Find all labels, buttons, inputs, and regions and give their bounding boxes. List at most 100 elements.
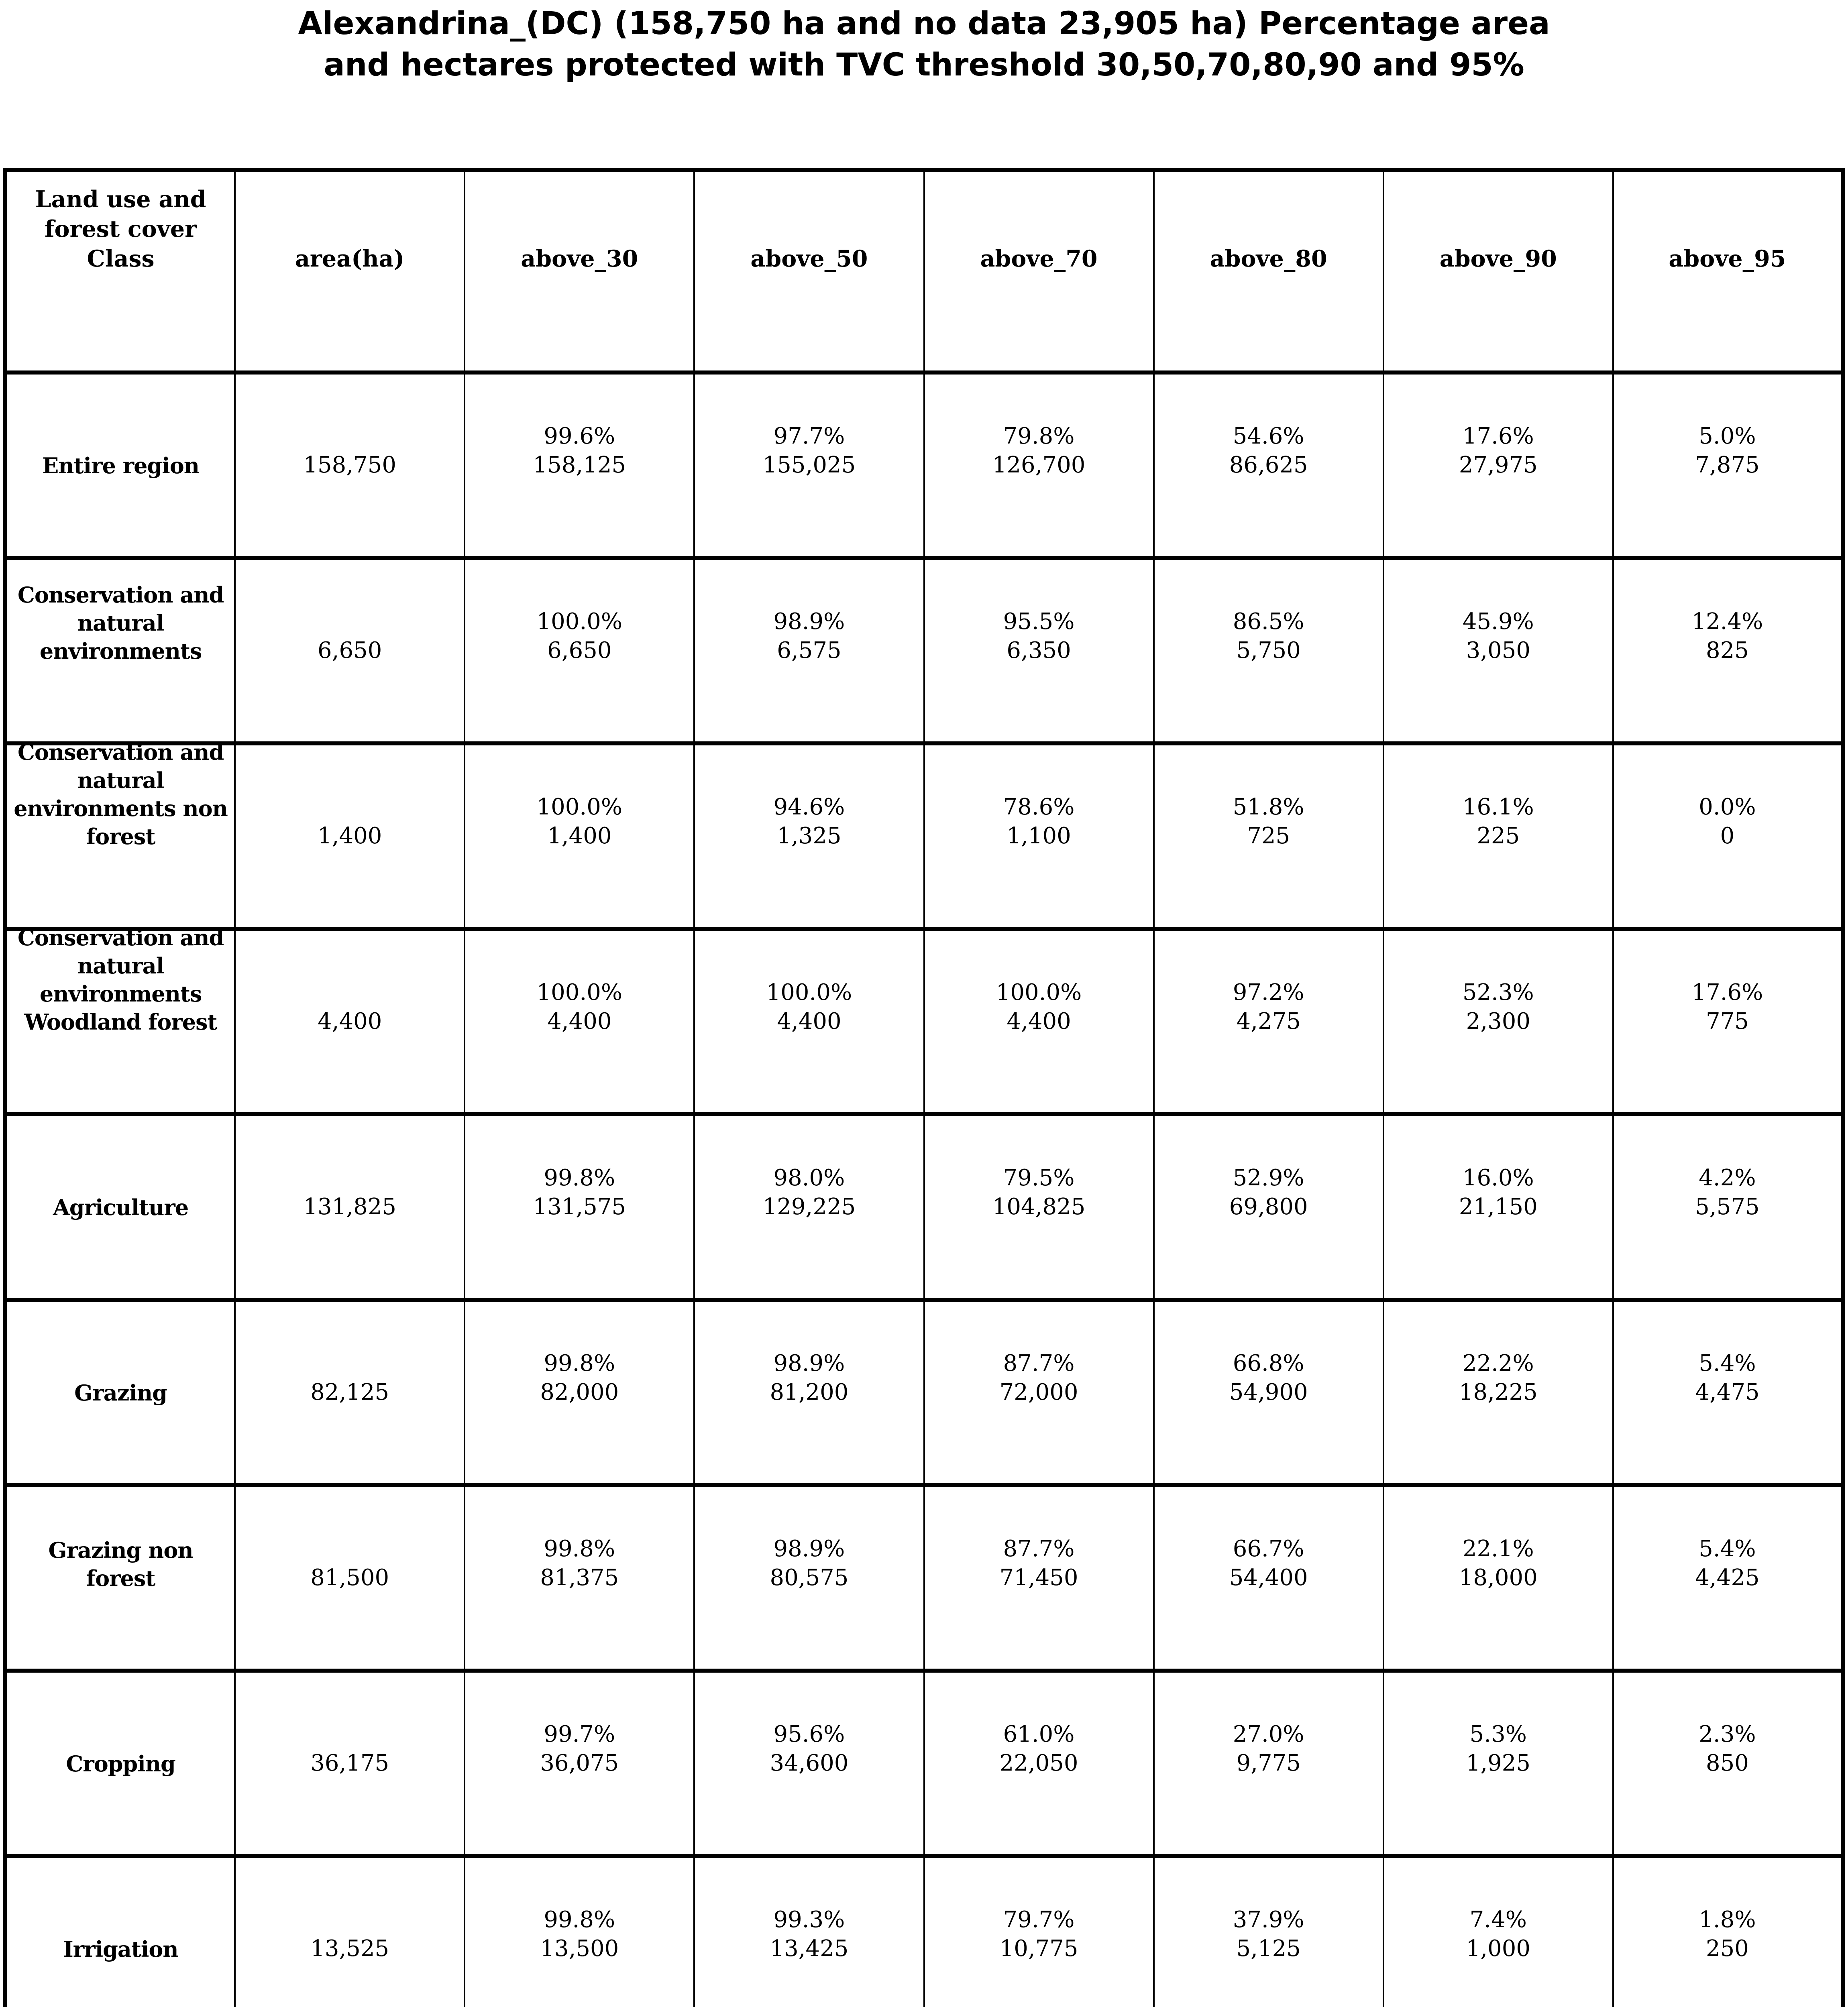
- cell-percent: 100.0%: [536, 609, 623, 635]
- threshold-cell-values: 78.6% 1,100: [925, 793, 1153, 851]
- cell-hectares: 22,050: [999, 1750, 1078, 1776]
- cell-hectares: 1,925: [1466, 1750, 1530, 1776]
- threshold-cell-values: 17.6% 775: [1614, 978, 1841, 1036]
- cell-hectares: 4,275: [1236, 1008, 1301, 1034]
- cell-hectares: 27,975: [1459, 452, 1538, 478]
- cell-percent: 99.6%: [544, 423, 615, 449]
- threshold-cell-values: 79.8% 126,700: [925, 422, 1153, 480]
- row-label-cell: Grazing non forest: [4, 1483, 236, 1673]
- cell-hectares: 5,125: [1236, 1936, 1301, 1962]
- cell-percent: 5.4%: [1699, 1536, 1756, 1562]
- threshold-cell: 52.9% 69,800: [1153, 1112, 1384, 1302]
- row-label: Irrigation: [63, 1936, 178, 1962]
- threshold-cell: 100.0% 4,400: [923, 927, 1155, 1116]
- cell-percent: 99.8%: [544, 1165, 615, 1191]
- threshold-cell-values: 22.2% 18,225: [1384, 1349, 1612, 1407]
- cell-hectares: 129,225: [762, 1194, 856, 1220]
- column-header-label: above_80: [1210, 245, 1327, 272]
- cell-hectares: 6,350: [1007, 637, 1071, 664]
- row-label-cell: Conservation and natural environments no…: [4, 739, 236, 931]
- threshold-cell: 99.7% 36,075: [464, 1669, 695, 1858]
- cell-percent: 98.9%: [773, 609, 845, 635]
- threshold-cell: 17.6% 775: [1612, 927, 1844, 1116]
- cell-percent: 99.8%: [544, 1350, 615, 1376]
- area-value: 13,525: [310, 1936, 389, 1962]
- cell-percent: 1.8%: [1699, 1907, 1756, 1933]
- threshold-cell-values: 66.8% 54,900: [1155, 1349, 1383, 1407]
- cell-percent: 79.5%: [1003, 1165, 1075, 1191]
- threshold-cell-values: 98.0% 129,225: [695, 1164, 923, 1221]
- threshold-cell-values: 22.1% 18,000: [1384, 1535, 1612, 1592]
- cell-percent: 97.7%: [773, 423, 845, 449]
- cell-hectares: 4,400: [547, 1008, 612, 1034]
- area-cell: 13,525: [234, 1854, 466, 2007]
- threshold-cell: 61.0% 22,050: [923, 1669, 1155, 1858]
- cell-hectares: 9,775: [1236, 1750, 1301, 1776]
- column-header-5: above_80: [1153, 168, 1384, 375]
- cell-hectares: 5,750: [1236, 637, 1301, 664]
- threshold-cell: 12.4% 825: [1612, 556, 1844, 745]
- threshold-cell: 54.6% 86,625: [1153, 370, 1384, 560]
- area-cell: 4,400: [234, 927, 466, 1116]
- cell-percent: 66.7%: [1233, 1536, 1304, 1562]
- threshold-cell-values: 95.5% 6,350: [925, 607, 1153, 665]
- column-header-2: above_30: [464, 168, 695, 375]
- threshold-cell-values: 5.0% 7,875: [1614, 422, 1841, 480]
- cell-hectares: 18,000: [1459, 1565, 1538, 1591]
- cell-hectares: 155,025: [762, 452, 856, 478]
- cell-hectares: 13,500: [540, 1936, 619, 1962]
- column-header-label: above_95: [1669, 245, 1786, 272]
- threshold-cell-values: 79.5% 104,825: [925, 1164, 1153, 1221]
- cell-hectares: 54,400: [1229, 1565, 1308, 1591]
- cell-hectares: 81,200: [770, 1379, 849, 1405]
- threshold-cell: 99.6% 158,125: [464, 370, 695, 560]
- threshold-cell: 5.0% 7,875: [1612, 370, 1844, 560]
- threshold-cell: 99.8% 81,375: [464, 1483, 695, 1673]
- threshold-cell: 22.2% 18,225: [1382, 1298, 1614, 1487]
- cell-percent: 79.7%: [1003, 1907, 1075, 1933]
- table-row: Grazing 82,125 99.8% 82,000 98.9% 81,200 87.7%…: [4, 1298, 1844, 1487]
- threshold-cell: 2.3% 850: [1612, 1669, 1844, 1858]
- threshold-cell-values: 87.7% 72,000: [925, 1349, 1153, 1407]
- cell-percent: 98.9%: [773, 1350, 845, 1376]
- column-header-label: above_90: [1439, 245, 1557, 272]
- tvc-protection-table: Land use and forest cover Class area(ha) a…: [3, 168, 1845, 2007]
- threshold-cell: 16.0% 21,150: [1382, 1112, 1614, 1302]
- cell-hectares: 4,475: [1695, 1379, 1760, 1405]
- cell-hectares: 126,700: [992, 452, 1086, 478]
- cell-percent: 97.2%: [1233, 979, 1304, 1006]
- area-value: 4,400: [318, 1008, 382, 1034]
- area-cell: 6,650: [234, 556, 466, 745]
- cell-hectares: 131,575: [533, 1194, 626, 1220]
- cell-hectares: 825: [1705, 637, 1749, 664]
- threshold-cell: 87.7% 71,450: [923, 1483, 1155, 1673]
- cell-hectares: 775: [1705, 1008, 1749, 1034]
- cell-hectares: 1,100: [1007, 823, 1071, 849]
- threshold-cell-values: 100.0% 4,400: [465, 978, 693, 1036]
- threshold-cell-values: 5.4% 4,425: [1614, 1535, 1841, 1592]
- cell-hectares: 1,000: [1466, 1936, 1530, 1962]
- threshold-cell-values: 100.0% 4,400: [925, 978, 1153, 1036]
- threshold-cell: 99.8% 131,575: [464, 1112, 695, 1302]
- row-label: Conservation and natural environments: [17, 582, 224, 664]
- threshold-cell-values: 100.0% 1,400: [465, 793, 693, 851]
- area-value: 81,500: [310, 1565, 389, 1591]
- column-header-label: above_30: [521, 245, 638, 272]
- threshold-cell: 100.0% 1,400: [464, 741, 695, 931]
- cell-percent: 100.0%: [766, 979, 852, 1006]
- cell-hectares: 725: [1247, 823, 1290, 849]
- cell-hectares: 13,425: [770, 1936, 849, 1962]
- cell-hectares: 158,125: [533, 452, 626, 478]
- threshold-cell-values: 99.8% 82,000: [465, 1349, 693, 1407]
- column-header-6: above_90: [1382, 168, 1614, 375]
- threshold-cell-values: 100.0% 6,650: [465, 607, 693, 665]
- cell-percent: 52.9%: [1233, 1165, 1304, 1191]
- cell-hectares: 0: [1720, 823, 1735, 849]
- cell-hectares: 10,775: [999, 1936, 1078, 1962]
- cell-hectares: 4,400: [777, 1008, 841, 1034]
- cell-percent: 54.6%: [1233, 423, 1304, 449]
- threshold-cell-values: 52.3% 2,300: [1384, 978, 1612, 1036]
- column-header-3: above_50: [693, 168, 925, 375]
- cell-hectares: 6,575: [777, 637, 841, 664]
